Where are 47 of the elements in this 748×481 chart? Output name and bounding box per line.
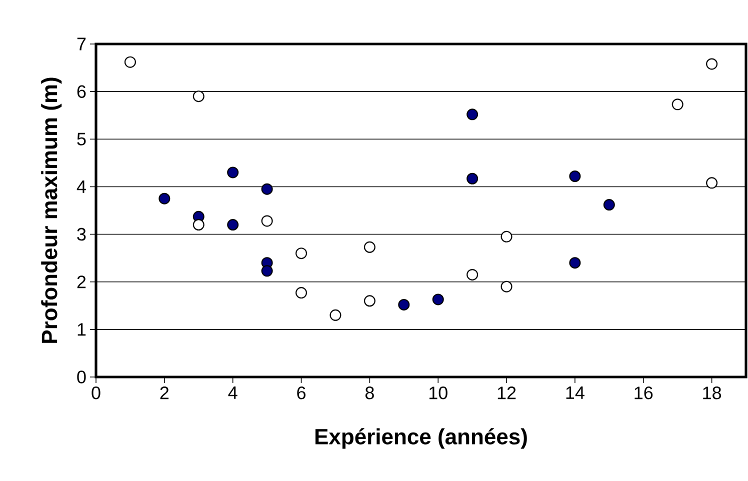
point [500, 230, 512, 242]
point [500, 280, 512, 292]
y-axis-title: Profondeur maximum (m) [41, 78, 62, 343]
x-tick-label: 4 [228, 386, 238, 399]
y-tick-label: 5 [77, 132, 86, 146]
point [227, 166, 239, 178]
point [603, 199, 615, 211]
y-tick-label: 2 [77, 276, 86, 288]
x-tick-label: 6 [297, 386, 306, 400]
point [466, 268, 478, 280]
point [261, 265, 273, 277]
point [296, 287, 308, 299]
point [124, 56, 136, 68]
point [192, 219, 204, 231]
y-tick-label: 3 [77, 228, 86, 241]
x-tick-label: 2 [160, 386, 169, 400]
point [261, 215, 273, 227]
x-tick-label: 14 [566, 386, 584, 399]
point [398, 298, 410, 310]
x-tick-label: 0 [92, 386, 100, 400]
x-tick-label: 16 [634, 386, 653, 400]
point [296, 248, 308, 260]
x-tick-label: 10 [429, 386, 448, 400]
point [364, 295, 376, 307]
point [466, 108, 478, 120]
x-tick-label: 8 [365, 386, 374, 400]
x-tick-label: 18 [703, 386, 722, 400]
point [432, 294, 444, 306]
point [466, 172, 478, 184]
x-axis-title: Expérience (années) [315, 428, 527, 449]
y-tick-label: 1 [78, 323, 86, 336]
point [569, 170, 581, 182]
point [330, 309, 342, 321]
point [364, 241, 376, 253]
point [192, 90, 204, 102]
point [706, 58, 718, 70]
point [158, 192, 170, 204]
x-tick-label: 12 [498, 386, 516, 400]
y-tick-label: 6 [77, 85, 86, 98]
point [569, 257, 581, 269]
y-tick-label: 4 [76, 180, 86, 193]
y-tick-label: 0 [77, 370, 86, 384]
point [227, 219, 239, 231]
point [261, 183, 273, 195]
point [706, 177, 718, 189]
y-tick-label: 7 [77, 38, 86, 50]
point [672, 98, 684, 110]
